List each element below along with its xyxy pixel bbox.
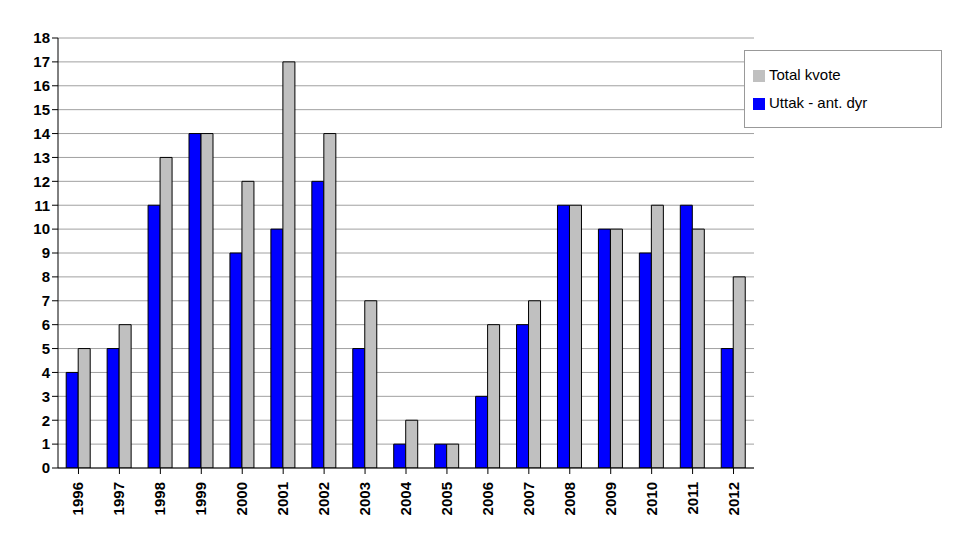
svg-text:2010: 2010 <box>643 482 660 515</box>
svg-text:1: 1 <box>42 435 50 452</box>
svg-text:15: 15 <box>33 101 50 118</box>
svg-text:16: 16 <box>33 77 50 94</box>
svg-text:18: 18 <box>33 29 50 46</box>
svg-text:2012: 2012 <box>725 482 742 515</box>
svg-text:2000: 2000 <box>233 482 250 515</box>
svg-text:2006: 2006 <box>479 482 496 515</box>
svg-text:2009: 2009 <box>602 482 619 515</box>
svg-text:7: 7 <box>42 292 50 309</box>
svg-text:9: 9 <box>42 244 50 261</box>
svg-text:0: 0 <box>42 459 50 476</box>
svg-text:2001: 2001 <box>274 482 291 515</box>
svg-text:2008: 2008 <box>561 482 578 515</box>
svg-text:1996: 1996 <box>69 482 86 515</box>
svg-text:2003: 2003 <box>356 482 373 515</box>
svg-text:11: 11 <box>34 197 50 214</box>
svg-text:2011: 2011 <box>684 482 701 515</box>
svg-text:12: 12 <box>33 173 50 190</box>
html-text:Uttak - ant. dyr: Uttak - ant. dyr <box>769 94 868 111</box>
svg-text:10: 10 <box>33 220 50 237</box>
svg-text:1999: 1999 <box>192 482 209 515</box>
svg-text:3: 3 <box>42 388 50 405</box>
svg-text:5: 5 <box>42 340 50 357</box>
svg-text:14: 14 <box>33 125 50 142</box>
svg-text:17: 17 <box>33 53 50 70</box>
svg-text:4: 4 <box>42 364 51 381</box>
svg-text:2002: 2002 <box>315 482 332 515</box>
svg-text:2004: 2004 <box>397 481 414 515</box>
svg-text:13: 13 <box>33 149 50 166</box>
svg-text:1998: 1998 <box>151 482 168 515</box>
svg-text:2: 2 <box>42 412 50 429</box>
svg-text:2007: 2007 <box>520 482 537 515</box>
html-text:Total kvote: Total kvote <box>769 66 841 83</box>
svg-text:2005: 2005 <box>438 482 455 515</box>
svg-text:1997: 1997 <box>110 482 127 515</box>
svg-text:6: 6 <box>42 316 50 333</box>
svg-text:8: 8 <box>42 268 50 285</box>
